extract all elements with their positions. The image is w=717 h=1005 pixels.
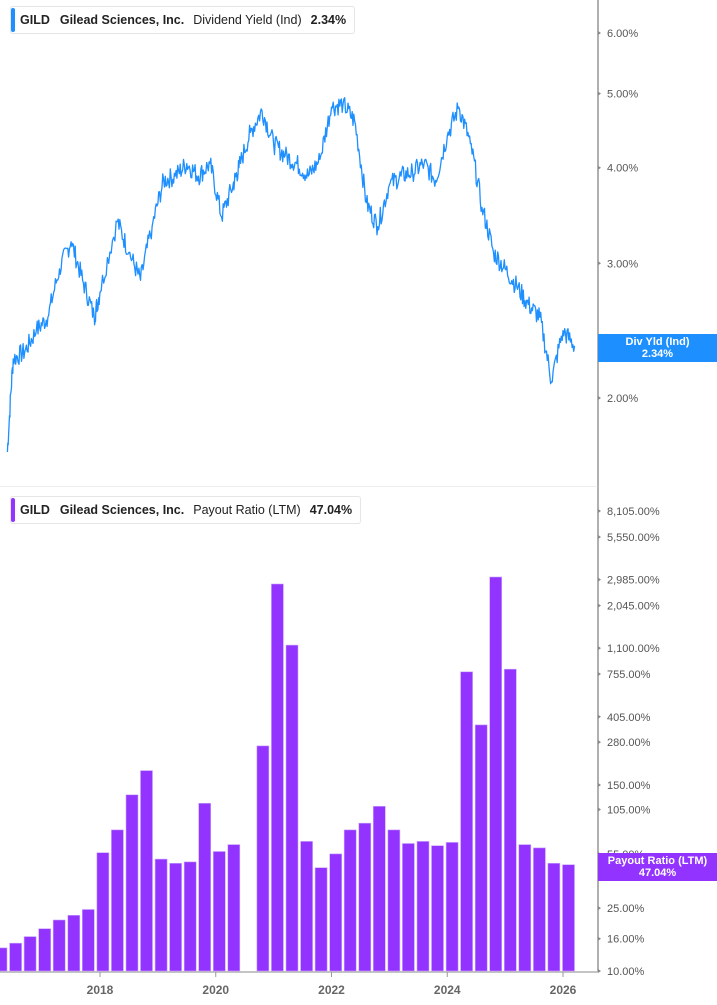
payout-ratio-bar[interactable] [358,822,372,972]
payout-ratio-bar[interactable] [169,862,182,972]
y-tick-label: 2.00% [607,393,638,405]
payout-ratio-bar[interactable] [154,858,168,972]
dividend-yield-legend[interactable]: GILD Gilead Sciences, Inc. Dividend Yiel… [10,6,356,34]
payout-ratio-legend[interactable]: GILD Gilead Sciences, Inc. Payout Ratio … [10,496,362,524]
y-tick-label: 5,550.00% [607,532,660,544]
payout-ratio-bar[interactable] [533,847,546,972]
legend-ticker: GILD [20,503,50,517]
payout-ratio-bar[interactable] [227,844,241,972]
payout-ratio-price-tag: Payout Ratio (LTM) 47.04% [598,853,717,881]
y-tick-label: 755.00% [607,669,651,681]
dividend-yield-price-tag: Div Yld (Ind) 2.34% [598,334,717,362]
x-tick-label: 2026 [550,983,577,997]
x-tick-label: 2022 [318,983,345,997]
payout-ratio-bar[interactable] [140,770,153,972]
payout-ratio-bar[interactable] [183,861,197,972]
dividend-yield-chart[interactable]: 2.00% 3.00% 4.00% 5.00% 6.00% [0,0,717,487]
payout-ratio-bar[interactable] [343,829,357,972]
payout-ratio-bar[interactable] [416,841,430,972]
y-tick-label: 4.00% [607,163,638,175]
payout-ratio-bar[interactable] [271,583,284,972]
y-tick-label: 105.00% [607,805,651,817]
payout-ratio-bar[interactable] [67,914,81,972]
legend-ticker: GILD [20,13,50,27]
legend-value: 47.04% [309,503,353,517]
payout-ratio-bar[interactable] [300,841,313,972]
payout-ratio-bar[interactable] [547,862,561,972]
x-tick-label: 2020 [202,983,229,997]
tag-label: Div Yld (Ind) [625,336,690,348]
payout-ratio-bar[interactable] [372,805,386,972]
y-tick-label: 405.00% [607,712,651,724]
y-tick-label: 25.00% [607,903,645,915]
payout-ratio-bar[interactable] [431,845,444,972]
y-tick-label: 3.00% [607,258,638,270]
y-tick-label: 2,045.00% [607,601,660,613]
payout-ratio-bar[interactable] [0,947,8,972]
y-tick-label: 6.00% [607,28,638,40]
payout-ratio-bar[interactable] [213,851,226,972]
payout-ratio-bar[interactable] [111,829,124,972]
payout-ratio-bar[interactable] [82,909,95,972]
dividend-yield-panel: 2.00% 3.00% 4.00% 5.00% 6.00% GILD Gilead Sc… [0,0,717,487]
payout-ratio-bar[interactable] [518,844,532,972]
payout-ratio-bar[interactable] [9,942,22,972]
y-tick-label: 45.00% [607,863,645,875]
series-color-swatch [11,8,15,32]
y-tick-label: 280.00% [607,737,651,749]
payout-ratio-bar[interactable] [256,745,270,972]
payout-ratio-bar[interactable] [445,842,459,972]
y-tick-label: 16.00% [607,934,645,946]
payout-ratio-bar[interactable] [503,668,517,972]
payout-ratio-bar[interactable] [314,867,328,972]
y-tick-label: 2,985.00% [607,575,660,587]
payout-ratio-bar[interactable] [198,802,211,972]
x-tick-label: 2024 [434,983,461,997]
payout-ratio-bar[interactable] [285,644,299,972]
dividend-yield-line [6,97,576,453]
payout-ratio-bar[interactable] [474,724,488,972]
payout-ratio-bar[interactable] [562,864,575,972]
payout-ratio-bar[interactable] [460,671,473,972]
x-tick-label: 2018 [87,983,114,997]
legend-metric: Payout Ratio (LTM) [193,503,301,517]
tag-label: Payout Ratio (LTM) [607,855,708,867]
legend-company: Gilead Sciences, Inc. [59,503,185,517]
y-tick-label: 5.00% [607,89,638,101]
payout-ratio-bar[interactable] [489,576,503,972]
y-tick-label: 150.00% [607,780,651,792]
legend-metric: Dividend Yield (Ind) [193,13,302,27]
payout-ratio-bar[interactable] [402,843,415,972]
tag-value: 2.34% [641,348,674,360]
series-color-swatch [11,498,15,522]
y-tick-label: 1,100.00% [607,643,660,655]
payout-ratio-bar[interactable] [96,852,110,972]
payout-ratio-bar[interactable] [387,829,401,972]
y-tick-label: 55.00% [607,849,645,861]
y-tick-label: 8,105.00% [607,506,660,518]
legend-value: 2.34% [310,13,347,27]
payout-ratio-bar[interactable] [38,928,52,972]
payout-ratio-bar[interactable] [125,794,139,972]
y-tick-label: 10.00% [607,966,645,978]
payout-ratio-bar[interactable] [52,919,66,972]
legend-company: Gilead Sciences, Inc. [59,13,185,27]
tag-value: 47.04% [638,867,677,879]
payout-ratio-bar[interactable] [23,936,37,972]
payout-ratio-bar[interactable] [329,853,343,972]
